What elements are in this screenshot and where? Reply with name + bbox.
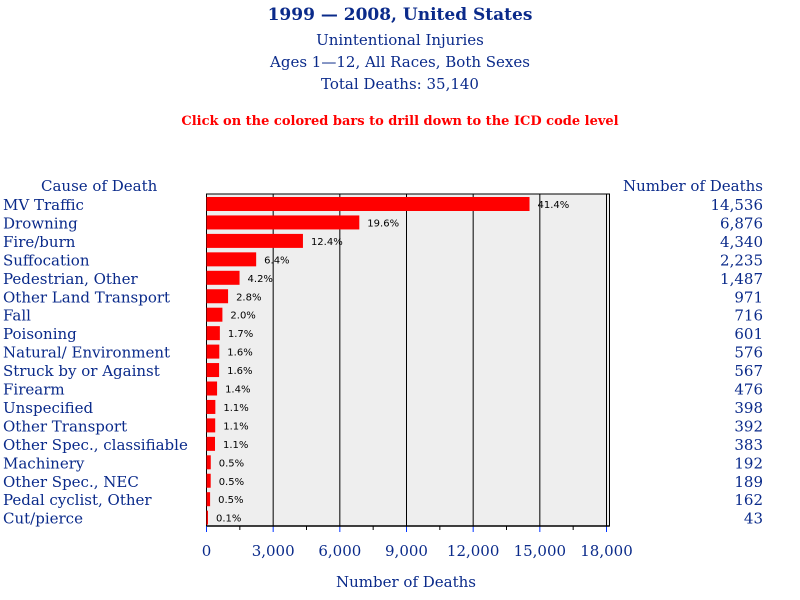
category-label: Other Transport [3, 417, 127, 435]
death-count: 476 [734, 381, 763, 399]
percent-label: 1.7% [228, 329, 253, 340]
death-count: 14,536 [711, 196, 764, 214]
percent-label: 1.6% [227, 366, 252, 377]
x-tick-label: 18,000 [580, 542, 633, 560]
death-count: 392 [734, 417, 763, 435]
category-label: Unspecified [3, 399, 94, 417]
category-label: Fall [3, 307, 31, 325]
category-label: Cut/pierce [3, 510, 83, 528]
category-label: Machinery [3, 454, 85, 472]
drill-down-note: Click on the colored bars to drill down … [181, 114, 619, 129]
chart-subtitle-ages: Ages 1—12, All Races, Both Sexes [270, 53, 530, 71]
death-count: 383 [734, 436, 763, 454]
category-label: Firearm [3, 381, 65, 399]
category-label: Struck by or Against [3, 362, 160, 380]
bar-fall[interactable] [206, 307, 223, 322]
x-axis-label: Number of Deaths [335, 573, 476, 591]
bar-pedal-cyclist-other[interactable] [206, 492, 211, 507]
percent-label: 1.1% [223, 421, 248, 432]
category-label: Other Spec., classifiable [3, 436, 188, 454]
category-label: Suffocation [3, 251, 90, 269]
bar-cut-pierce[interactable] [206, 510, 209, 525]
chart-title: 1999 — 2008, United States [267, 5, 533, 25]
cause-column-header: Cause of Death [41, 177, 158, 195]
category-label: MV Traffic [3, 196, 84, 214]
bar-unspecified[interactable] [206, 399, 216, 414]
percent-label: 6.4% [264, 255, 289, 266]
bar-firearm[interactable] [206, 381, 218, 396]
death-count: 1,487 [720, 270, 763, 288]
death-count: 601 [734, 325, 763, 343]
total-deaths: Total Deaths: 35,140 [321, 75, 479, 93]
x-tick-label: 9,000 [385, 542, 428, 560]
category-label: Drowning [3, 214, 78, 232]
death-count: 4,340 [720, 233, 763, 251]
death-count: 716 [734, 307, 763, 325]
death-count: 567 [734, 362, 763, 380]
bar-natural-environment[interactable] [206, 344, 220, 359]
bar-other-transport[interactable] [206, 418, 216, 433]
percent-label: 0.5% [219, 458, 244, 469]
bar-poisoning[interactable] [206, 326, 220, 341]
bar-other-spec-classifiable[interactable] [206, 436, 216, 451]
x-tick-label: 3,000 [252, 542, 295, 560]
x-tick-label: 15,000 [514, 542, 567, 560]
death-count: 576 [734, 344, 763, 362]
percent-label: 12.4% [311, 237, 343, 248]
deaths-column-header: Number of Deaths [622, 177, 763, 195]
x-tick-label: 0 [202, 542, 212, 560]
death-count: 971 [734, 288, 763, 306]
death-count: 43 [744, 510, 763, 528]
percent-label: 4.2% [248, 274, 273, 285]
bar-other-land-transport[interactable] [206, 289, 229, 304]
percent-label: 2.8% [236, 292, 261, 303]
percent-label: 19.6% [367, 218, 399, 229]
percent-label: 41.4% [538, 200, 570, 211]
bar-machinery[interactable] [206, 455, 211, 470]
death-count: 398 [734, 399, 763, 417]
category-label: Pedestrian, Other [3, 270, 138, 288]
death-count: 2,235 [720, 251, 763, 269]
x-tick-label: 6,000 [318, 542, 361, 560]
category-label: Other Land Transport [3, 288, 170, 306]
bar-drowning[interactable] [206, 215, 360, 230]
percent-label: 1.4% [225, 385, 250, 396]
category-label: Other Spec., NEC [3, 473, 139, 491]
bar-suffocation[interactable] [206, 252, 257, 267]
bar-other-spec-nec[interactable] [206, 473, 211, 488]
death-count: 162 [734, 491, 763, 509]
bar-mv-traffic[interactable] [206, 197, 530, 211]
bar-fire-burn[interactable] [206, 233, 303, 248]
category-label: Natural/ Environment [3, 344, 170, 362]
category-label: Fire/burn [3, 233, 76, 251]
percent-label: 1.6% [227, 348, 252, 359]
chart-subtitle: Unintentional Injuries [316, 31, 484, 49]
death-count: 192 [734, 454, 763, 472]
death-count: 6,876 [720, 214, 763, 232]
death-count: 189 [734, 473, 763, 491]
bar-struck-by-or-against[interactable] [206, 363, 220, 378]
bar-pedestrian-other[interactable] [206, 270, 240, 285]
percent-label: 0.5% [218, 495, 243, 506]
category-label: Poisoning [3, 325, 77, 343]
x-tick-label: 12,000 [447, 542, 500, 560]
percent-label: 2.0% [230, 311, 255, 322]
percent-label: 0.1% [216, 514, 241, 525]
category-label: Pedal cyclist, Other [3, 491, 152, 509]
percent-label: 1.1% [223, 440, 248, 451]
percent-label: 1.1% [223, 403, 248, 414]
percent-label: 0.5% [219, 477, 244, 488]
